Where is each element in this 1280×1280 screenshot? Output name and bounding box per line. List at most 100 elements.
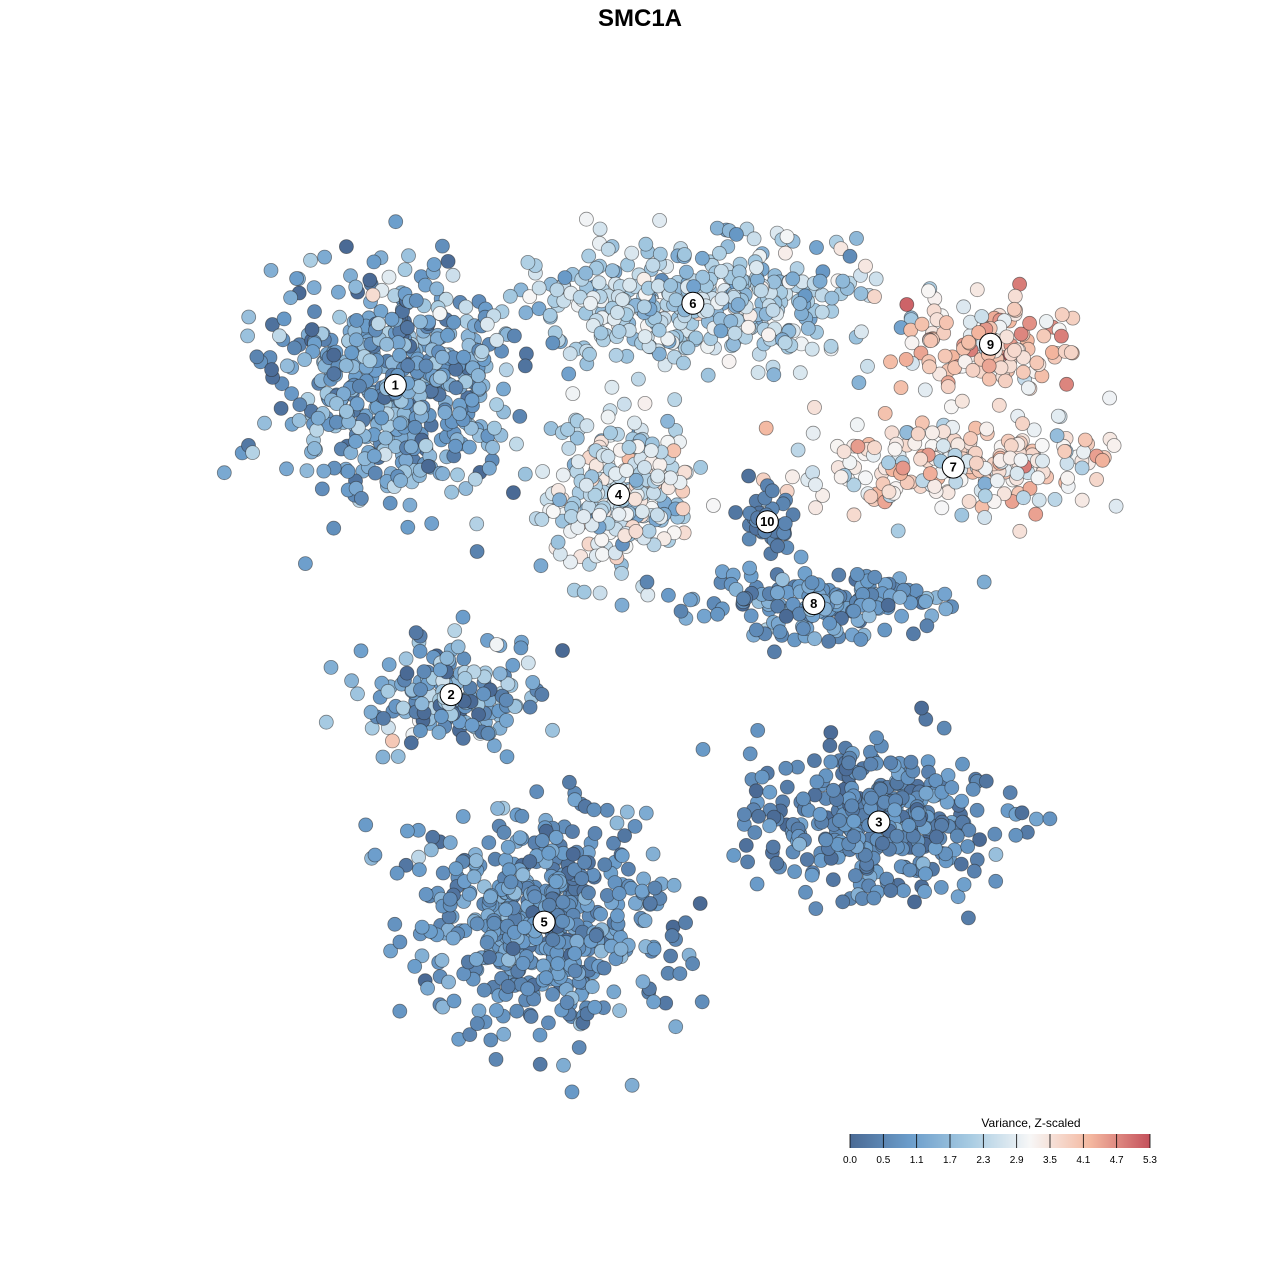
cell-point [408,293,424,308]
cell-point [849,230,864,246]
cell-point [637,913,653,928]
cell-point [793,549,809,565]
cell-point [1095,452,1110,468]
cell-point [561,366,577,382]
cluster-label-text: 10 [760,514,774,529]
cell-point [965,782,981,797]
cell-point [338,403,354,419]
cell-point [412,723,428,739]
cell-point [880,597,896,613]
cell-point [663,948,678,964]
cell-point [1074,460,1090,476]
cell-point [412,643,428,659]
cell-point [861,597,877,613]
cell-point [512,830,528,845]
cell-point [1015,416,1030,432]
cell-point [889,828,905,844]
cell-point [772,624,788,640]
cell-point [382,495,398,511]
cell-point [627,819,643,834]
cell-point [447,623,463,638]
cell-point [533,558,549,574]
cell-point [675,501,691,517]
cell-point [401,248,416,264]
cell-point [961,822,977,838]
cell-point [804,575,820,590]
cell-point [804,341,820,357]
cell-point [854,324,869,340]
cell-point [522,289,538,305]
cell-point [435,865,451,881]
cell-point [470,368,486,384]
cell-point [555,467,571,483]
cell-point [642,896,658,911]
cell-point [634,883,650,899]
cell-point [593,906,608,922]
cell-point [1059,376,1074,392]
cell-point [362,353,378,369]
cell-point [555,894,571,910]
cluster-label-text: 6 [689,296,696,311]
cell-point [682,592,698,608]
cell-point [836,444,852,460]
cell-point [831,567,847,583]
cell-point [736,591,751,607]
cell-point [562,774,577,790]
legend-tick-label: 0.5 [876,1155,890,1166]
cell-point [569,934,585,949]
cell-point [619,463,634,478]
cell-point [1007,288,1023,304]
cell-point [458,299,474,315]
cell-point [977,488,993,504]
cell-point [906,626,921,642]
cell-point [505,941,521,957]
cell-point [496,381,511,397]
cell-point [842,248,858,264]
cell-point [877,622,893,638]
cell-point [390,749,406,764]
cell-point [694,250,710,266]
cell-point [564,509,579,524]
cell-point [299,463,315,479]
cell-point [778,760,794,776]
cell-point [273,400,289,416]
cell-point [469,544,485,559]
cell-point [666,877,682,893]
cell-point [611,886,627,901]
cell-point [652,246,668,262]
cell-point [523,1009,539,1024]
cell-point [696,608,712,624]
cell-point [919,618,935,634]
cell-point [736,807,752,822]
cell-point [541,845,557,861]
cell-point [881,455,896,471]
cell-point [606,984,622,1000]
color-legend: Variance, Z-scaled 0.0 0.5 1.1 1.7 2.3 2.9 3.5… [843,1116,1157,1166]
legend-tick-label: 0.0 [843,1155,857,1166]
cell-point [901,818,917,833]
cell-point [902,862,918,878]
cell-point [565,386,581,402]
cell-point [574,871,590,886]
cell-point [435,466,451,482]
cell-point [515,956,531,971]
cell-point [676,355,691,371]
cell-point [1042,811,1058,827]
cell-point [1057,443,1073,459]
cell-point [570,454,586,470]
cell-point [545,335,561,351]
cell-point [846,507,862,523]
cell-point [363,387,379,403]
cell-point [509,1003,525,1019]
cell-point [728,505,743,520]
cell-point [450,639,466,655]
cell-point [652,212,667,228]
cell-point [418,438,434,454]
cell-point [447,438,463,454]
cell-point [846,813,862,829]
cell-point [503,874,519,890]
cell-point [639,574,655,590]
cell-point [921,283,936,299]
cell-point [678,915,693,931]
